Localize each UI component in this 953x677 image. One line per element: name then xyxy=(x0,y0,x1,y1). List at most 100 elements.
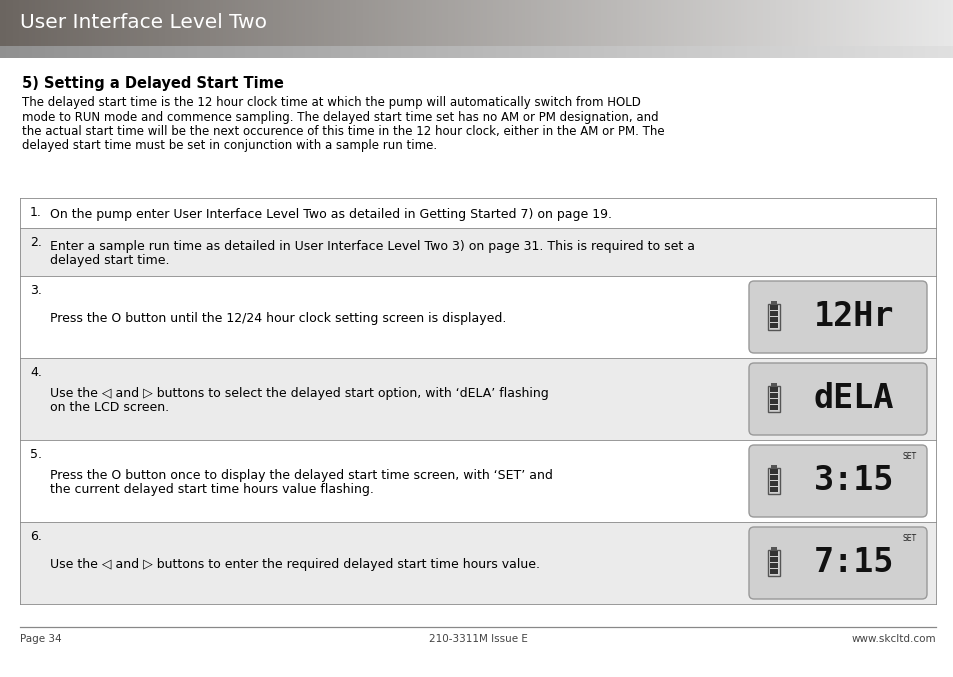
Bar xyxy=(822,0,826,46)
Bar xyxy=(931,46,934,58)
Bar xyxy=(391,0,394,46)
Bar xyxy=(340,0,343,46)
Bar xyxy=(165,46,169,58)
Text: Press the O button until the 12/24 hour clock setting screen is displayed.: Press the O button until the 12/24 hour … xyxy=(50,312,506,325)
Bar xyxy=(216,46,219,58)
Bar xyxy=(855,0,858,46)
Bar xyxy=(432,46,436,58)
Bar xyxy=(845,0,848,46)
Bar xyxy=(927,46,931,58)
Bar xyxy=(851,0,855,46)
Bar xyxy=(19,0,22,46)
Bar xyxy=(3,46,7,58)
Bar xyxy=(531,46,534,58)
Bar xyxy=(721,46,724,58)
Bar xyxy=(660,46,664,58)
Bar xyxy=(712,46,715,58)
Bar xyxy=(750,0,753,46)
Bar xyxy=(531,0,534,46)
Bar xyxy=(64,0,67,46)
Bar xyxy=(213,46,216,58)
Bar xyxy=(105,46,108,58)
Bar xyxy=(276,0,279,46)
Bar xyxy=(769,487,778,492)
Bar xyxy=(400,0,403,46)
Bar xyxy=(767,468,780,494)
Bar xyxy=(889,0,893,46)
Text: www.skcltd.com: www.skcltd.com xyxy=(850,634,935,644)
Text: 3.: 3. xyxy=(30,284,42,297)
Bar xyxy=(381,0,384,46)
Bar xyxy=(35,0,38,46)
Bar xyxy=(293,0,295,46)
Bar xyxy=(267,0,270,46)
Bar xyxy=(899,46,902,58)
Bar xyxy=(64,46,67,58)
Bar xyxy=(693,0,696,46)
Bar xyxy=(12,46,16,58)
Bar xyxy=(483,46,486,58)
Bar xyxy=(283,0,286,46)
Bar xyxy=(756,0,760,46)
Text: 2.: 2. xyxy=(30,236,42,249)
Bar xyxy=(603,46,607,58)
Bar xyxy=(295,46,298,58)
Text: SET: SET xyxy=(902,452,916,461)
Bar xyxy=(451,0,455,46)
Bar xyxy=(537,46,540,58)
Bar xyxy=(517,46,521,58)
Bar xyxy=(445,0,448,46)
Bar xyxy=(950,0,953,46)
Bar xyxy=(429,0,432,46)
Bar xyxy=(512,46,515,58)
Bar xyxy=(622,0,626,46)
Bar xyxy=(76,0,79,46)
Bar xyxy=(479,46,483,58)
Bar xyxy=(76,46,79,58)
Text: SET: SET xyxy=(902,534,916,543)
Bar xyxy=(108,46,112,58)
Bar xyxy=(95,0,98,46)
Bar xyxy=(817,0,820,46)
Bar xyxy=(460,0,464,46)
Bar xyxy=(708,46,712,58)
Bar xyxy=(133,46,136,58)
Bar xyxy=(314,46,317,58)
Bar xyxy=(486,46,489,58)
Bar xyxy=(708,0,712,46)
Bar xyxy=(455,0,457,46)
Text: 210-3311M Issue E: 210-3311M Issue E xyxy=(428,634,527,644)
Bar xyxy=(515,0,517,46)
Bar xyxy=(870,46,874,58)
Bar xyxy=(257,0,260,46)
Bar xyxy=(517,0,521,46)
Bar xyxy=(238,0,241,46)
Bar xyxy=(779,46,781,58)
Bar xyxy=(274,46,276,58)
Text: Press the O button once to display the delayed start time screen, with ‘SET’ and: Press the O button once to display the d… xyxy=(50,469,553,482)
Bar xyxy=(767,304,780,330)
Bar xyxy=(943,46,946,58)
Bar xyxy=(172,0,174,46)
Bar xyxy=(73,0,76,46)
Bar xyxy=(861,46,864,58)
Bar xyxy=(178,46,181,58)
Bar xyxy=(727,0,731,46)
Bar xyxy=(305,0,308,46)
Bar xyxy=(769,305,778,309)
Bar xyxy=(626,46,629,58)
Bar xyxy=(124,0,127,46)
Bar xyxy=(413,0,416,46)
Bar xyxy=(174,46,178,58)
Bar xyxy=(769,563,778,567)
Bar xyxy=(479,0,483,46)
Bar xyxy=(886,0,889,46)
Bar xyxy=(343,0,346,46)
Bar xyxy=(470,46,474,58)
Bar xyxy=(16,46,19,58)
Bar xyxy=(143,46,146,58)
Bar xyxy=(327,46,331,58)
Bar xyxy=(419,46,422,58)
Bar xyxy=(508,46,512,58)
Bar xyxy=(648,46,651,58)
